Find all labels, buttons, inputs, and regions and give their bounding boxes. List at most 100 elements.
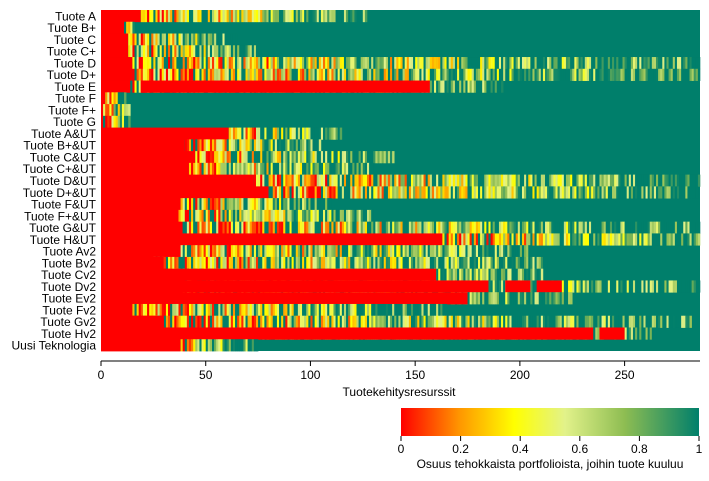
heatmap-cell (283, 221, 286, 234)
heatmap-cell (283, 209, 286, 223)
heatmap-cell (212, 68, 215, 81)
heatmap-cell (255, 151, 259, 164)
heatmap-cell (222, 139, 225, 152)
heatmap-cell (387, 256, 391, 270)
heatmap-cell (364, 68, 368, 81)
heatmap-cell (591, 174, 594, 187)
heatmap-cell (469, 186, 473, 199)
heatmap-cell (381, 221, 385, 234)
heatmap-cell (406, 221, 410, 234)
heatmap-cell (101, 10, 141, 23)
heatmap-cell (383, 245, 387, 258)
heatmap-cell (375, 57, 378, 70)
heatmap-cell (423, 221, 426, 234)
heatmap-cell (419, 315, 422, 328)
heatmap-cell (674, 68, 678, 81)
heatmap-cell (517, 68, 521, 81)
heatmap-cell (182, 339, 186, 352)
heatmap-cell (170, 45, 173, 58)
heatmap-cell (142, 57, 146, 70)
heatmap-cell (568, 280, 571, 293)
heatmap-cell (670, 233, 674, 246)
heatmap-cell (128, 45, 131, 58)
heatmap-cell (207, 339, 211, 352)
heatmap-cell (249, 339, 253, 352)
heatmap-cell (371, 162, 374, 176)
heatmap-cell (337, 127, 341, 140)
heatmap-cell (226, 68, 230, 81)
heatmap-cell (538, 256, 542, 270)
heatmap-cell (628, 221, 632, 234)
heatmap-cell (672, 315, 676, 328)
heatmap-cell (545, 256, 548, 270)
heatmap-cell (515, 68, 519, 81)
heatmap-cell (446, 221, 449, 234)
heatmap-cell (612, 57, 615, 70)
heatmap-cell (436, 174, 439, 187)
heatmap-cell (274, 198, 278, 211)
heatmap-cell (333, 186, 336, 199)
heatmap-cell (469, 245, 473, 258)
heatmap-cell (689, 280, 692, 293)
heatmap-cell (624, 315, 627, 328)
heatmap-cell (320, 151, 324, 164)
heatmap-cell (599, 280, 602, 293)
heatmap-cell (446, 256, 449, 270)
heatmap-cell (346, 209, 349, 223)
heatmap-cell (289, 68, 292, 81)
heatmap-cell (170, 303, 173, 317)
heatmap-cell (220, 209, 223, 223)
heatmap-cell (685, 233, 688, 246)
heatmap-cell (461, 68, 464, 81)
heatmap-cell (228, 139, 232, 152)
heatmap-cell (394, 68, 397, 81)
heatmap-cell (302, 221, 305, 234)
row-label: Tuote G (53, 115, 96, 129)
heatmap-cell (427, 256, 431, 270)
heatmap-cell (188, 162, 192, 176)
heatmap-cell (197, 139, 200, 152)
heatmap-cell (434, 245, 437, 258)
heatmap-cell (224, 221, 227, 234)
heatmap-row (101, 256, 548, 270)
heatmap-cell (272, 10, 276, 23)
heatmap-cell (568, 315, 571, 328)
heatmap-cell (408, 221, 412, 234)
heatmap-cell (241, 315, 244, 328)
heatmap-cell (134, 68, 137, 81)
heatmap-cell (161, 45, 165, 58)
heatmap-cell (195, 245, 198, 258)
heatmap-cell (314, 245, 318, 258)
heatmap-cell (580, 57, 584, 70)
heatmap-cell (325, 198, 328, 211)
heatmap-cell (465, 57, 468, 70)
heatmap-cell (272, 68, 276, 81)
heatmap-cell (184, 221, 188, 234)
heatmap-cell (186, 256, 190, 270)
heatmap-cell (126, 115, 129, 128)
heatmap-cell (285, 10, 288, 23)
heatmap-cell (473, 268, 477, 281)
heatmap-cell (364, 221, 368, 234)
heatmap-cell (218, 162, 221, 176)
heatmap-cell (580, 280, 584, 293)
heatmap-cell (609, 186, 613, 199)
heatmap-cell (222, 256, 225, 270)
heatmap-cell (601, 221, 604, 234)
heatmap-cell (568, 233, 571, 246)
heatmap-cell (551, 221, 554, 234)
heatmap-cell (218, 221, 221, 234)
heatmap-cell (530, 57, 533, 70)
heatmap-cell (492, 280, 496, 293)
heatmap-cell (325, 315, 328, 328)
heatmap-cell (496, 268, 500, 281)
heatmap-cell (645, 57, 648, 70)
heatmap-cell (605, 174, 609, 187)
heatmap-cell (312, 303, 315, 317)
heatmap-cell (563, 280, 567, 293)
heatmap-cell (660, 68, 663, 81)
heatmap-cell (258, 315, 261, 328)
heatmap-cell (480, 221, 483, 234)
heatmap-cell (287, 127, 290, 140)
